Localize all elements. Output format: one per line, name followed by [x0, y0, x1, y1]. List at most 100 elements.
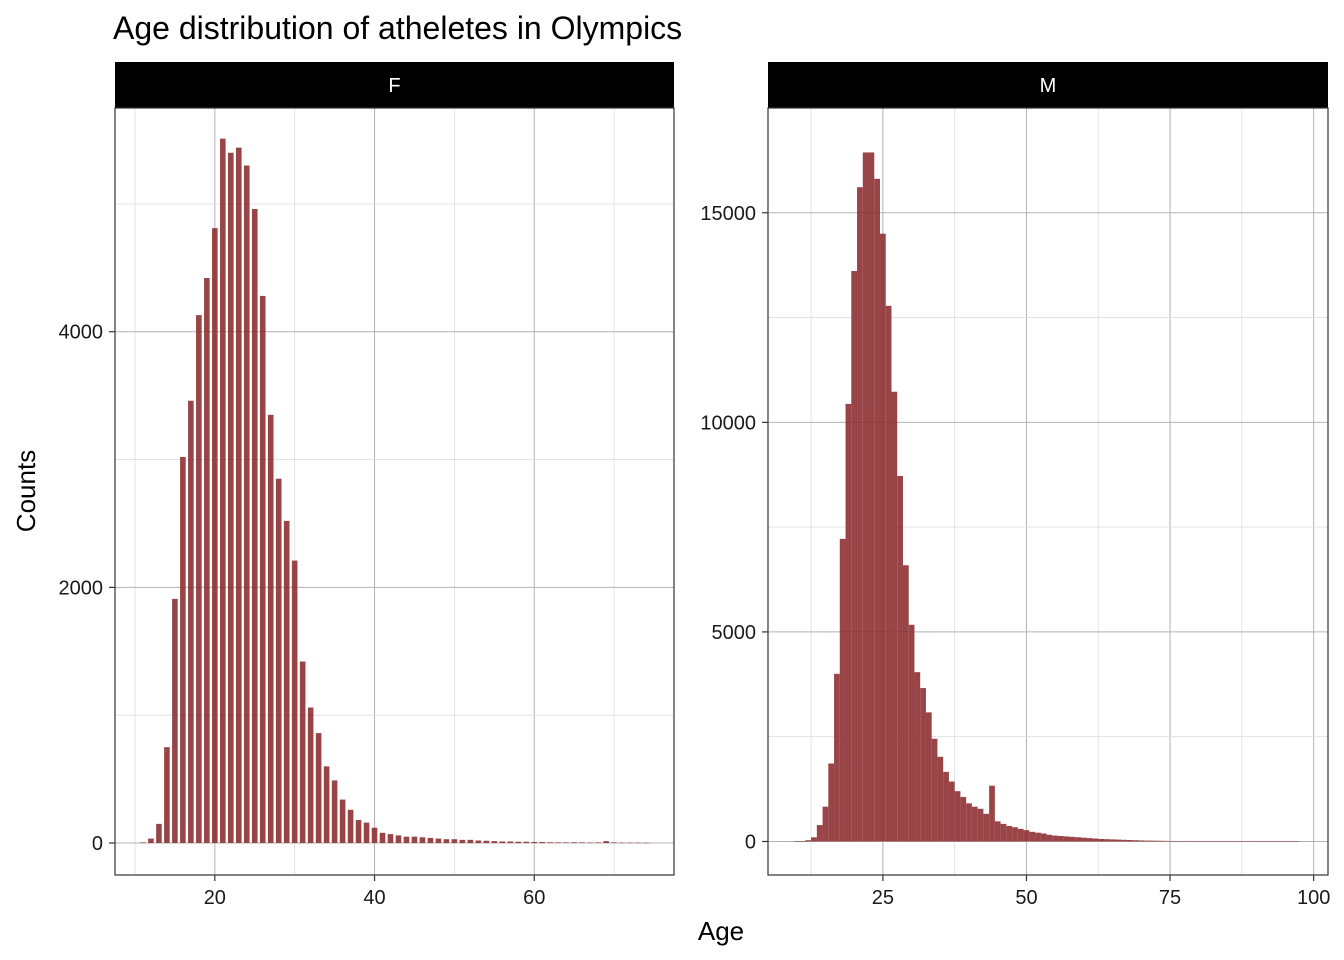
- histogram-bar: [908, 624, 915, 842]
- histogram-bar: [1236, 841, 1242, 842]
- x-tick-label: 50: [1015, 887, 1037, 909]
- panel-border: [114, 107, 675, 876]
- histogram-bar: [1017, 828, 1024, 842]
- histogram-bar: [811, 837, 817, 842]
- histogram-bar: [851, 271, 858, 842]
- histogram-bar: [891, 391, 898, 842]
- histogram-bar: [931, 738, 938, 842]
- histogram-bar: [555, 842, 562, 844]
- x-tick-label: 25: [872, 887, 894, 909]
- histogram-bar: [164, 747, 170, 844]
- panel-F: F 20 40 60 0 2000 4000: [59, 62, 675, 909]
- histogram-bar: [483, 840, 490, 844]
- histogram-bar: [275, 478, 282, 844]
- histogram-bar: [828, 763, 835, 842]
- panel-M: M 25 50 75 100 0 5000 10000 15000: [700, 62, 1330, 909]
- histogram-bar: [1293, 841, 1300, 842]
- histogram-bar: [1190, 841, 1196, 842]
- facet-panels: F 20 40 60 0 2000 4000 M 25 50 75 100 0 5000 10000 1500…: [59, 62, 1330, 909]
- histogram-bar: [611, 842, 617, 844]
- histogram-bar: [1029, 831, 1036, 842]
- histogram-bar: [834, 673, 840, 842]
- histogram-bar: [243, 165, 250, 844]
- histogram-bar: [459, 839, 466, 844]
- histogram-bar: [983, 813, 990, 842]
- histogram-bar: [1144, 840, 1150, 842]
- histogram-bar: [1098, 838, 1104, 842]
- histogram-bar: [259, 295, 266, 844]
- histogram-bar: [172, 598, 178, 844]
- grid-lines: [768, 107, 1328, 875]
- histogram-bar: [595, 842, 601, 844]
- histogram-bar: [1035, 832, 1041, 842]
- histogram-bar: [1121, 839, 1127, 842]
- histogram-bar: [291, 560, 298, 844]
- histogram-bar: [403, 836, 410, 844]
- histogram-bar: [1218, 841, 1225, 842]
- histogram-bar: [212, 228, 218, 844]
- x-tick-label: 40: [363, 887, 385, 909]
- histogram-bar: [1282, 841, 1288, 842]
- histogram-bar: [140, 842, 146, 844]
- histogram-bar: [897, 475, 903, 842]
- y-tick-label: 5000: [712, 622, 757, 644]
- histogram-bar: [966, 803, 972, 842]
- histogram-bar: [148, 838, 154, 844]
- histogram-bar: [467, 839, 474, 844]
- histogram-bar: [531, 842, 538, 844]
- histogram-bar: [1201, 841, 1208, 842]
- histogram-bar: [925, 712, 932, 842]
- histogram-bar: [435, 838, 442, 844]
- histogram-bar: [283, 520, 290, 844]
- bars: [140, 138, 649, 844]
- histogram-bar: [579, 842, 585, 844]
- y-tick-label: 2000: [59, 577, 104, 599]
- histogram-bar: [571, 842, 577, 844]
- histogram-bar: [943, 771, 949, 842]
- histogram-bar: [196, 315, 202, 844]
- histogram-bar: [563, 842, 569, 844]
- histogram-bar: [1132, 840, 1139, 842]
- histogram-bar: [355, 820, 362, 844]
- histogram-bar: [839, 538, 846, 842]
- histogram-bar: [1270, 841, 1277, 842]
- histogram-bar: [862, 152, 869, 842]
- histogram-bar: [1207, 841, 1214, 842]
- histogram-bar: [937, 756, 944, 842]
- histogram-bar: [315, 733, 322, 844]
- histogram-bar: [515, 841, 522, 844]
- x-tick-label: 60: [523, 887, 545, 909]
- histogram-bar: [188, 400, 194, 844]
- histogram-bar: [1184, 841, 1191, 842]
- histogram-bar: [857, 187, 863, 842]
- x-tick-label: 75: [1159, 887, 1181, 909]
- histogram-bar: [619, 842, 625, 844]
- histogram-bar: [331, 780, 338, 844]
- histogram-bar: [443, 839, 450, 844]
- histogram-bar: [1086, 838, 1093, 842]
- histogram-bar: [954, 791, 961, 842]
- histogram-bar: [1092, 838, 1099, 842]
- histogram-bar: [339, 799, 346, 844]
- histogram-bar: [1040, 833, 1047, 842]
- y-tick-label: 10000: [700, 412, 756, 434]
- histogram-bar: [1259, 841, 1265, 842]
- histogram-bar: [587, 842, 593, 844]
- facet-strip-label: F: [388, 75, 400, 97]
- histogram-bar: [539, 842, 546, 844]
- histogram-bar: [1247, 841, 1254, 842]
- histogram-bar: [989, 785, 995, 842]
- histogram-bar: [371, 827, 378, 844]
- chart-title: Age distribution of atheletes in Olympic…: [113, 10, 682, 46]
- histogram-bar: [307, 707, 314, 844]
- histogram-bar: [960, 797, 967, 842]
- histogram-bar: [805, 840, 812, 842]
- histogram-bar: [220, 138, 226, 844]
- histogram-bar: [395, 835, 402, 844]
- histogram-bar: [507, 841, 514, 844]
- histogram-bar: [902, 565, 909, 842]
- x-tick-label: 20: [204, 887, 226, 909]
- histogram-bar: [523, 841, 530, 844]
- histogram-bar: [1149, 840, 1156, 842]
- histogram-bar: [204, 278, 210, 844]
